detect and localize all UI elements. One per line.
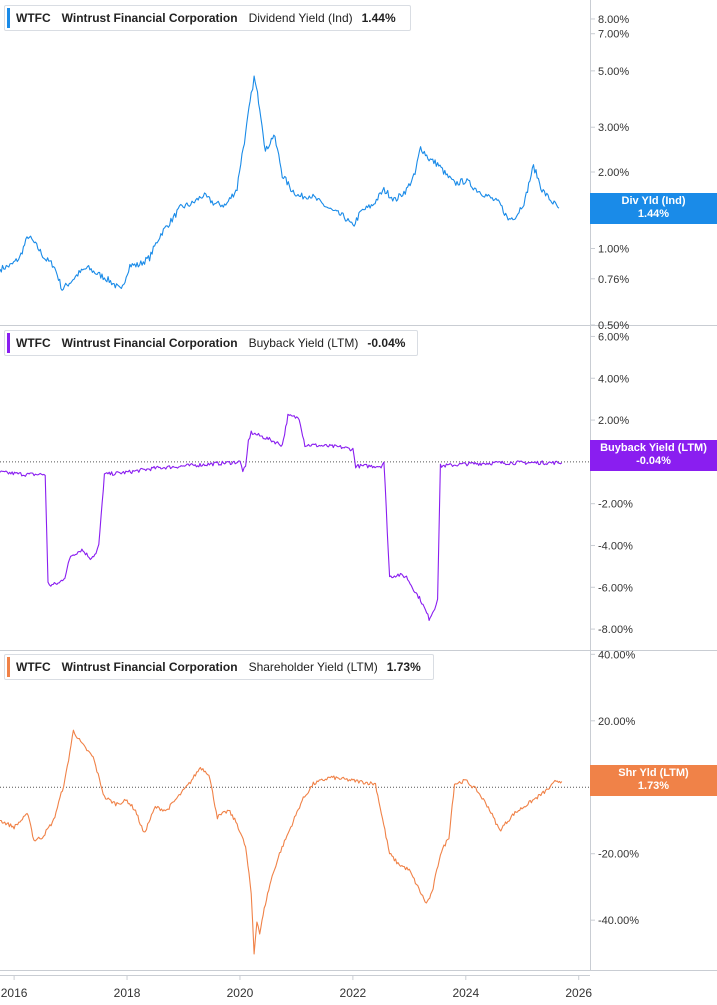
y-tick-label: 2.00% xyxy=(598,167,629,179)
x-tick-label: 2020 xyxy=(227,986,254,1000)
badge-shareholder-yield: Shr Yld (LTM) 1.73% xyxy=(590,765,717,796)
legend-metric: Buyback Yield (LTM) xyxy=(248,336,359,350)
legend-company: Wintrust Financial Corporation xyxy=(61,660,238,674)
y-tick-label: 6.00% xyxy=(598,331,629,343)
legend-value: 1.44% xyxy=(361,11,396,25)
y-tick-label: 5.00% xyxy=(598,66,629,78)
legend-company: Wintrust Financial Corporation xyxy=(61,336,238,350)
y-tick-label: 4.00% xyxy=(598,373,629,385)
y-tick-label: 2.00% xyxy=(598,415,629,427)
y-tick-label: 0.50% xyxy=(598,320,629,332)
series-line xyxy=(0,729,563,955)
badge-label: Div Yld (Ind) xyxy=(621,195,686,207)
y-tick-label: -20.00% xyxy=(598,849,639,861)
legend-value: 1.73% xyxy=(386,660,421,674)
y-tick-label: 40.00% xyxy=(598,649,636,661)
y-tick-label: -8.00% xyxy=(598,624,633,636)
x-tick-label: 2018 xyxy=(114,986,141,1000)
legend-ticker: WTFC xyxy=(16,660,51,674)
series-line xyxy=(0,413,563,621)
legend-ticker: WTFC xyxy=(16,336,51,350)
badge-dividend-yield: Div Yld (Ind) 1.44% xyxy=(590,193,717,224)
badge-label: Buyback Yield (LTM) xyxy=(600,442,707,454)
legend-ticker: WTFC xyxy=(16,11,51,25)
x-tick-label: 2016 xyxy=(1,986,28,1000)
legend-buyback-yield: WTFC Wintrust Financial Corporation Buyb… xyxy=(4,330,418,356)
x-tick-label: 2022 xyxy=(340,986,367,1000)
panel-1: 8.00% 7.00% 5.00% 3.00% 2.00% 1.00% 0.76% 0.50% xyxy=(0,0,717,332)
badge-value: 1.44% xyxy=(637,208,670,220)
y-tick-label: 7.00% xyxy=(598,29,629,41)
legend-swatch-buyback xyxy=(7,333,10,353)
legend-metric: Dividend Yield (Ind) xyxy=(248,11,353,25)
y-tick-label: 0.76% xyxy=(598,274,629,286)
y-tick-label: 1.00% xyxy=(598,243,629,255)
y-tick-label: -4.00% xyxy=(598,540,633,552)
y-tick-label: -40.00% xyxy=(598,915,639,927)
badge-value: 1.73% xyxy=(637,780,670,792)
x-tick-label: 2026 xyxy=(565,986,592,1000)
legend-dividend-yield: WTFC Wintrust Financial Corporation Divi… xyxy=(4,5,411,31)
panel-3: 40.00%20.00%0.00%-20.00%-40.00% xyxy=(0,649,717,971)
legend-swatch-shareholder xyxy=(7,657,10,677)
panel-2: 6.00% 4.00% 2.00% -2.00% -4.00% -6.00% -8.00% xyxy=(0,326,717,651)
badge-label: Shr Yld (LTM) xyxy=(618,767,689,779)
badge-value: -0.04% xyxy=(636,455,671,467)
y-tick-label: -2.00% xyxy=(598,499,633,511)
y-tick-label: -6.00% xyxy=(598,582,633,594)
y-tick-label: 20.00% xyxy=(598,716,636,728)
y-tick-label: 3.00% xyxy=(598,122,629,134)
legend-value: -0.04% xyxy=(367,336,406,350)
y-tick-label: 8.00% xyxy=(598,14,629,26)
series-line xyxy=(0,75,560,291)
x-tick-label: 2024 xyxy=(452,986,479,1000)
badge-buyback-yield: Buyback Yield (LTM) -0.04% xyxy=(590,440,717,471)
legend-swatch-dividend xyxy=(7,8,10,28)
x-axis: 2016 2018 2020 2022 2024 2026 xyxy=(0,975,592,1000)
legend-metric: Shareholder Yield (LTM) xyxy=(248,660,378,674)
legend-company: Wintrust Financial Corporation xyxy=(61,11,238,25)
legend-shareholder-yield: WTFC Wintrust Financial Corporation Shar… xyxy=(4,654,434,680)
